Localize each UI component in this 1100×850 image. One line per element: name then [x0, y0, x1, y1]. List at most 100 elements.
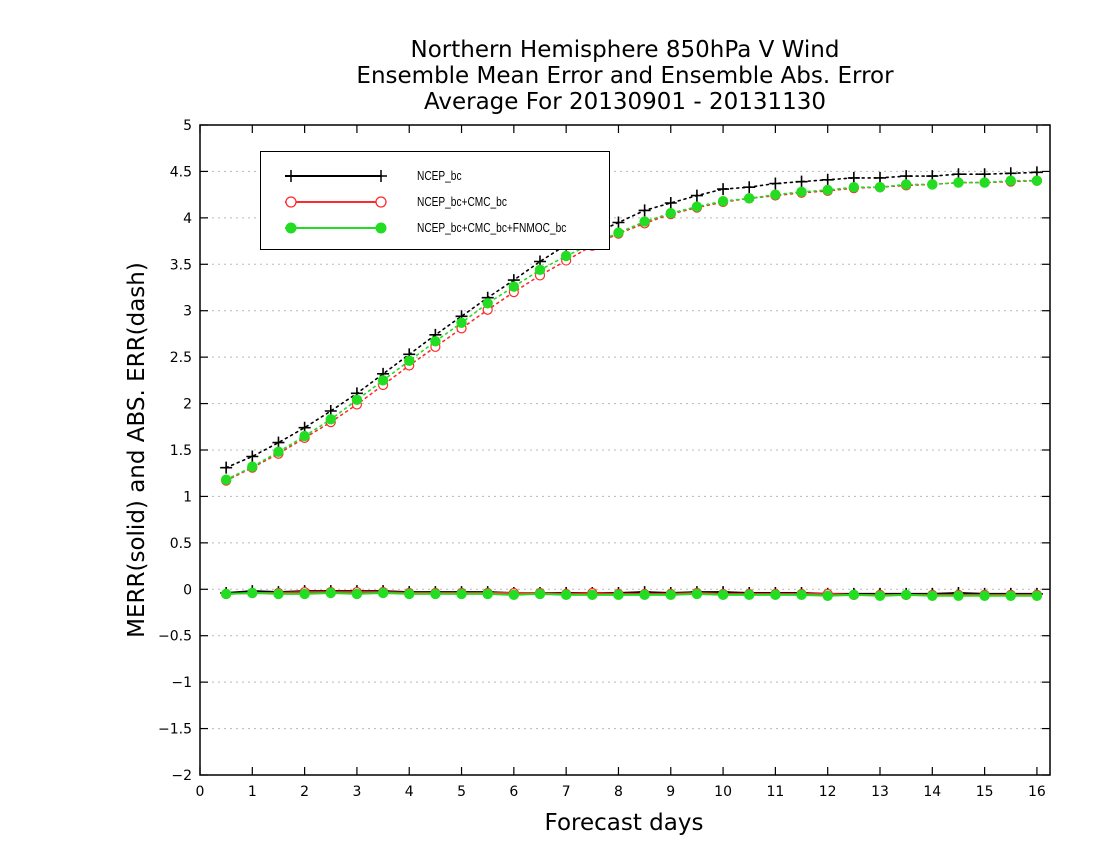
- legend-item-ncep-cmc: NCEP_bc+CMC_bc: [261, 190, 609, 214]
- abs-err-line-ncep: [225, 171, 1038, 469]
- legend-label-ncep-cmc-fnmoc: NCEP_bc+CMC_bc+FNMOC_bc: [417, 220, 567, 235]
- y-tick-label: 2: [183, 397, 192, 413]
- y-tick-label: 5: [183, 118, 192, 134]
- abs-err-point-ncep: [717, 183, 730, 196]
- chart-title-line-1: Northern Hemisphere 850hPa V Wind: [410, 37, 840, 63]
- abs-err-point-ncep: [638, 204, 651, 217]
- abs-err-point-ncep-cmc-fnmoc: [534, 264, 546, 276]
- abs-err-point-ncep-cmc-fnmoc: [639, 216, 650, 227]
- y-tick-label: 0: [183, 582, 192, 598]
- abs-err-point-ncep-cmc-fnmoc: [796, 186, 807, 198]
- abs-err-point-ncep-cmc-fnmoc: [953, 177, 964, 188]
- mean-err-point-ncep-cmc-fnmoc: [770, 589, 781, 601]
- mean-err-point-ncep-cmc-fnmoc: [1005, 590, 1016, 601]
- mean-err-point-ncep-cmc-fnmoc: [717, 589, 729, 601]
- y-tick-label: −1: [171, 675, 192, 691]
- legend: NCEP_bc NCEP_bc+CMC_bc NCEP_bc+CMC_bc+FN…: [260, 151, 610, 250]
- abs-err-point-ncep: [874, 171, 886, 184]
- abs-err-point-ncep: [690, 189, 703, 202]
- abs-err-point-ncep-cmc-fnmoc: [665, 208, 676, 219]
- abs-err-point-ncep: [821, 173, 834, 186]
- mean-err-point-ncep-cmc-fnmoc: [220, 588, 232, 600]
- abs-err-point-ncep: [612, 216, 625, 229]
- chart-title-line-2: Ensemble Mean Error and Ensemble Abs. Er…: [356, 63, 894, 89]
- abs-err-point-ncep-cmc-fnmoc: [979, 177, 990, 188]
- mean-err-point-ncep-cmc-fnmoc: [247, 587, 258, 599]
- mean-err-point-ncep-cmc-fnmoc: [273, 588, 284, 600]
- abs-err-point-ncep-cmc-fnmoc: [247, 461, 258, 472]
- legend-label-ncep-cmc: NCEP_bc+CMC_bc: [417, 194, 507, 209]
- mean-err-point-ncep-cmc-fnmoc: [430, 588, 441, 600]
- y-tick-label: −1.5: [158, 722, 192, 738]
- abs-err-point-ncep: [220, 461, 233, 474]
- x-tick-label: 3: [352, 784, 361, 800]
- mean-err-point-ncep-cmc-fnmoc: [927, 590, 938, 601]
- legend-line-ncep-cmc-fnmoc: [285, 227, 381, 229]
- x-axis-label: Forecast days: [544, 810, 704, 836]
- mean-err-point-ncep-cmc-fnmoc: [299, 588, 310, 600]
- abs-err-point-ncep-cmc-fnmoc: [273, 446, 284, 458]
- x-tick-label: 2: [300, 784, 309, 800]
- x-tick-label: 4: [405, 784, 414, 800]
- abs-err-point-ncep-cmc-fnmoc: [874, 182, 886, 193]
- mean-err-point-ncep-cmc-fnmoc: [508, 589, 520, 601]
- abs-err-point-ncep-cmc-fnmoc: [456, 317, 467, 328]
- y-axis-label: MERR(solid) and ABS. ERR(dash): [124, 262, 150, 638]
- legend-label-ncep: NCEP_bc: [417, 168, 462, 183]
- abs-err-point-ncep: [664, 197, 677, 209]
- mean-err-point-ncep-cmc-fnmoc: [456, 588, 467, 600]
- abs-err-point-ncep-cmc-fnmoc: [430, 336, 441, 347]
- mean-err-point-ncep-cmc-fnmoc: [953, 590, 964, 601]
- abs-err-point-ncep-cmc-fnmoc: [325, 414, 336, 425]
- y-tick-label: −2: [171, 768, 192, 784]
- x-tick-label: 14: [923, 784, 941, 800]
- abs-err-point-ncep-cmc-fnmoc: [508, 281, 520, 292]
- y-tick-label: 0.5: [170, 536, 192, 552]
- x-tick-label: 0: [196, 784, 205, 800]
- mean-err-point-ncep-cmc-fnmoc: [691, 588, 703, 600]
- mean-err-point-ncep-cmc-fnmoc: [613, 589, 624, 601]
- abs-err-point-ncep-cmc-fnmoc: [900, 179, 912, 190]
- abs-err-point-ncep: [272, 436, 285, 449]
- abs-err-point-ncep-cmc-fnmoc: [717, 195, 729, 207]
- mean-err-point-ncep-cmc-fnmoc: [744, 589, 755, 601]
- legend-line-ncep-cmc: [285, 201, 381, 203]
- y-tick-label: 1.5: [170, 443, 192, 459]
- grid-lines: [200, 170, 1050, 730]
- abs-err-point-ncep-cmc-fnmoc: [927, 179, 938, 190]
- axis-layer: −2−1.5−1−0.500.511.522.533.544.550 1 2 3 4 5 6…: [158, 118, 1050, 800]
- chart-title-line-3: Average For 20130901 - 20131130: [423, 89, 827, 115]
- abs-err-point-ncep-cmc-fnmoc: [220, 474, 232, 485]
- abs-err-point-ncep-cmc-fnmoc: [482, 298, 493, 309]
- mean-err-point-ncep-cmc-fnmoc: [534, 588, 546, 600]
- x-tick-label: 15: [976, 784, 994, 800]
- abs-err-point-ncep: [847, 171, 860, 184]
- x-tick-label: 5: [457, 784, 466, 800]
- x-tick-label: 8: [614, 784, 623, 800]
- mean-err-point-ncep-cmc-fnmoc: [351, 588, 363, 600]
- x-tick-label: 16: [1028, 784, 1046, 800]
- y-tick-label: 3.5: [170, 257, 192, 273]
- mean-err-point-ncep-cmc-fnmoc: [822, 590, 833, 601]
- y-tick-label: 3: [183, 304, 192, 320]
- abs-err-point-ncep-cmc-fnmoc: [299, 430, 310, 442]
- abs-err-point-ncep-cmc-fnmoc: [404, 355, 415, 367]
- abs-err-point-ncep-cmc-fnmoc: [1031, 175, 1043, 186]
- x-tick-label: 1: [248, 784, 257, 800]
- legend-item-ncep-cmc-fnmoc: NCEP_bc+CMC_bc+FNMOC_bc: [261, 216, 609, 240]
- series-layer: [220, 166, 1043, 601]
- abs-err-point-ncep-cmc-fnmoc: [613, 227, 624, 238]
- x-tick-label: 6: [509, 784, 518, 800]
- x-tick-label: 7: [562, 784, 571, 800]
- abs-err-point-ncep: [795, 175, 808, 188]
- abs-err-point-ncep-cmc-fnmoc: [770, 189, 781, 200]
- mean-err-point-ncep-cmc-fnmoc: [377, 587, 389, 599]
- mean-err-point-ncep-cmc-fnmoc: [848, 589, 860, 601]
- x-tick-label: 12: [819, 784, 837, 800]
- mean-err-point-ncep-cmc-fnmoc: [404, 588, 415, 600]
- abs-err-point-ncep-cmc-fnmoc: [351, 394, 363, 406]
- abs-err-point-ncep-cmc-fnmoc: [822, 184, 833, 196]
- legend-item-ncep: NCEP_bc: [261, 164, 609, 188]
- abs-err-point-ncep-cmc-fnmoc: [377, 375, 389, 386]
